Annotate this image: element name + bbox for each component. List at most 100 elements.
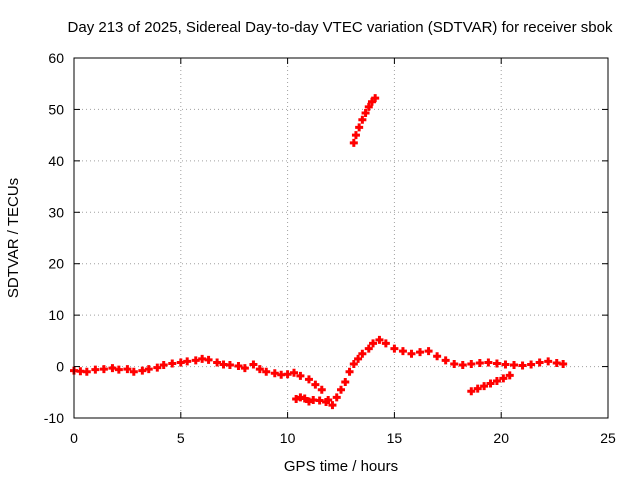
x-tick-label: 25 — [600, 430, 616, 446]
data-points — [70, 94, 568, 410]
data-point — [467, 360, 476, 368]
data-point — [559, 360, 568, 368]
data-point — [262, 367, 271, 376]
x-tick-label: 20 — [493, 430, 509, 446]
series-main-trace — [70, 335, 568, 410]
data-point — [300, 394, 309, 403]
data-point — [361, 109, 370, 118]
data-point — [234, 362, 243, 371]
data-point — [354, 354, 363, 363]
data-point — [358, 115, 367, 124]
data-point — [480, 382, 489, 391]
data-point — [99, 365, 108, 374]
data-point — [304, 397, 313, 406]
data-point — [213, 358, 222, 367]
data-point — [123, 365, 132, 374]
data-point — [311, 380, 320, 389]
y-tick-label: 30 — [48, 204, 64, 220]
data-point — [138, 366, 147, 375]
y-tick-label: 50 — [48, 101, 64, 117]
data-point — [484, 358, 493, 367]
data-point — [191, 356, 200, 365]
data-point — [249, 360, 258, 369]
data-point — [255, 365, 264, 374]
x-tick-label: 10 — [280, 430, 296, 446]
data-point — [527, 360, 536, 369]
data-point — [486, 379, 495, 388]
y-tick-label: 40 — [48, 153, 64, 169]
data-point — [349, 360, 358, 368]
y-axis-label: SDTVAR / TECUs — [5, 178, 22, 298]
data-point — [349, 138, 358, 147]
data-point — [535, 358, 544, 367]
data-point — [304, 375, 313, 384]
data-point — [473, 384, 482, 393]
data-point — [345, 367, 354, 376]
y-tick-label: 60 — [48, 50, 64, 66]
tick-labels: 0 5 10 15 20 25 -10 0 10 20 30 40 50 60 — [44, 50, 616, 446]
y-tick-label: -10 — [44, 410, 64, 426]
data-point — [82, 367, 91, 376]
data-point — [225, 361, 234, 370]
data-point — [355, 123, 364, 132]
data-point — [424, 347, 433, 356]
x-tick-label: 5 — [177, 430, 185, 446]
data-point — [341, 378, 350, 386]
data-point — [317, 385, 326, 394]
data-point — [371, 94, 380, 103]
series-lower-branch — [467, 371, 514, 396]
data-point — [91, 365, 100, 374]
x-axis-label: GPS time / hours — [284, 458, 398, 475]
data-point — [337, 385, 345, 394]
data-point — [499, 374, 508, 383]
data-point — [290, 368, 299, 377]
data-point — [332, 393, 341, 402]
data-point — [441, 356, 450, 365]
data-point — [416, 348, 425, 357]
data-point — [505, 371, 514, 380]
data-point — [183, 357, 192, 366]
data-point — [144, 365, 153, 374]
data-point — [292, 394, 301, 403]
data-point — [108, 364, 117, 373]
data-point — [129, 367, 138, 376]
data-point — [518, 361, 527, 370]
data-point — [375, 335, 384, 344]
data-point — [369, 339, 378, 348]
data-point — [153, 363, 162, 372]
data-point — [322, 398, 331, 407]
data-point — [467, 387, 476, 396]
y-tick-label: 20 — [48, 256, 64, 272]
data-point — [407, 349, 416, 358]
series-upper-arc — [349, 94, 380, 147]
x-tick-label: 15 — [387, 430, 403, 446]
data-point — [168, 359, 177, 368]
data-point — [364, 102, 373, 111]
y-tick-label: 10 — [48, 307, 64, 323]
plot-frame — [73, 57, 609, 419]
data-point — [433, 352, 442, 361]
data-point — [240, 364, 249, 373]
data-point — [351, 131, 360, 140]
data-point — [450, 360, 459, 368]
axis-ticks — [73, 57, 609, 419]
data-point — [381, 339, 390, 348]
data-point — [398, 347, 407, 356]
data-point — [296, 371, 305, 380]
data-point — [315, 396, 324, 405]
chart-title: Day 213 of 2025, Sidereal Day-to-day VTE… — [68, 19, 613, 36]
data-point — [114, 365, 123, 374]
data-point — [510, 361, 519, 370]
data-point — [492, 376, 501, 385]
series-short-arc — [292, 393, 331, 407]
x-tick-label: 0 — [70, 430, 78, 446]
data-point — [501, 360, 510, 369]
data-point — [270, 369, 279, 378]
data-point — [544, 357, 553, 366]
data-point — [475, 358, 484, 367]
data-point — [328, 401, 337, 410]
data-point — [364, 344, 373, 353]
y-tick-label: 0 — [56, 359, 64, 375]
